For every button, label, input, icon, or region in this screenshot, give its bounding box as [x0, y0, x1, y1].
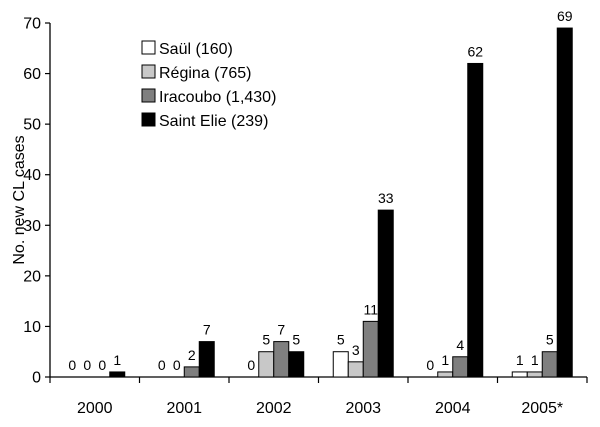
data-label: 0	[426, 357, 434, 373]
legend: Saül (160) Régina (765) Iracoubo (1,430) Sa…	[141, 40, 276, 130]
legend-label: Iracoubo (1,430)	[159, 89, 276, 106]
legend-label: Saül (160)	[159, 41, 233, 58]
x-tick-label: 2002	[256, 400, 292, 417]
data-label: 0	[173, 357, 181, 373]
data-label: 4	[456, 337, 464, 353]
legend-swatch	[141, 112, 156, 127]
legend-label: Saint Elie (239)	[159, 113, 268, 130]
data-label: 69	[557, 8, 573, 24]
bar	[362, 320, 379, 378]
bar	[347, 361, 364, 378]
y-tick-label: 60	[23, 66, 41, 83]
data-label: 5	[337, 332, 345, 348]
x-tick-label: 2004	[435, 400, 471, 417]
data-label: 1	[113, 352, 121, 368]
bar	[332, 351, 349, 378]
data-label: 5	[546, 332, 554, 348]
y-tick-label: 10	[23, 319, 41, 336]
y-tick-label: 20	[23, 268, 41, 285]
bar	[511, 371, 528, 378]
bar	[467, 62, 484, 378]
data-label: 7	[277, 322, 285, 338]
data-label: 5	[292, 332, 300, 348]
data-label: 7	[203, 322, 211, 338]
legend-label: Régina (765)	[159, 65, 252, 82]
bar	[541, 351, 558, 378]
y-tick-label: 0	[32, 370, 41, 387]
data-label: 0	[83, 357, 91, 373]
legend-swatch	[141, 88, 156, 103]
legend-swatch	[141, 40, 156, 55]
data-label: 5	[262, 332, 270, 348]
data-label: 62	[467, 43, 483, 59]
bar	[109, 371, 126, 378]
bar	[273, 341, 290, 378]
y-tick-label: 70	[23, 16, 41, 33]
data-label: 0	[247, 357, 255, 373]
x-tick-label: 2001	[166, 400, 202, 417]
data-label: 3	[352, 342, 360, 358]
data-label: 2	[188, 347, 196, 363]
data-label: 0	[98, 357, 106, 373]
bar	[452, 356, 469, 378]
data-label: 33	[378, 190, 394, 206]
y-tick-label: 40	[23, 167, 41, 184]
data-label: 0	[68, 357, 76, 373]
y-tick-label: 50	[23, 117, 41, 134]
bar	[526, 371, 543, 378]
data-label: 1	[516, 352, 524, 368]
legend-swatch	[141, 64, 156, 79]
bar	[258, 351, 275, 378]
x-tick-label: 2005*	[521, 400, 563, 417]
bar	[198, 341, 215, 378]
bar	[377, 209, 394, 378]
bar	[288, 351, 305, 378]
y-axis-title: No. new CL cases	[11, 135, 28, 264]
x-tick-label: 2000	[77, 400, 113, 417]
data-label: 1	[531, 352, 539, 368]
data-label: 1	[441, 352, 449, 368]
data-label: 0	[158, 357, 166, 373]
y-tick-label: 30	[23, 218, 41, 235]
bar	[556, 27, 573, 378]
bar	[437, 371, 454, 378]
bar	[183, 366, 200, 378]
data-label: 11	[363, 301, 378, 317]
x-tick-label: 2003	[345, 400, 381, 417]
